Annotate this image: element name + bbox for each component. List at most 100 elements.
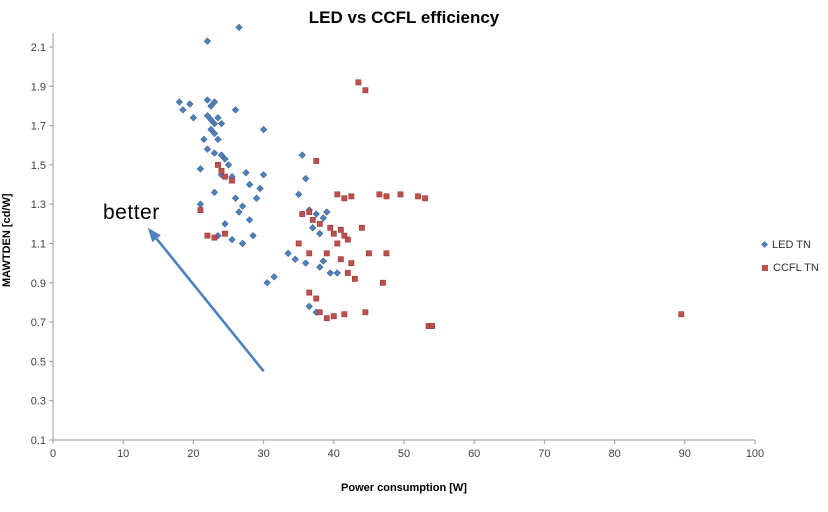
led-tn-point: [295, 190, 303, 198]
ccfl-tn-point: [397, 191, 404, 198]
y-tick-label: 1.9: [31, 81, 46, 93]
ccfl-tn-point: [362, 87, 369, 94]
ccfl-tn-point: [415, 193, 421, 200]
ccfl-tn-point: [334, 191, 341, 198]
led-tn-point: [224, 161, 233, 169]
ccfl-tn-point: [204, 232, 211, 239]
ccfl-tn-point: [327, 224, 334, 231]
y-tick-label: 2.1: [31, 42, 46, 54]
chart-title: LED vs CCFL efficiency: [308, 8, 500, 27]
led-tn-point: [235, 208, 243, 216]
y-tick-label: 0.5: [31, 356, 46, 368]
y-tick-label: 1.3: [31, 199, 46, 211]
ccfl-tn-point: [344, 270, 351, 276]
x-tick-label: 40: [328, 448, 340, 460]
led-tn-point: [284, 249, 292, 257]
better-arrow-head: [147, 227, 161, 243]
led-tn-point: [217, 151, 226, 159]
x-tick-label: 80: [608, 448, 620, 460]
y-tick-label: 1.7: [31, 121, 46, 133]
led-tn-point: [323, 208, 331, 216]
ccfl-tn-point: [218, 167, 225, 174]
led-tn-point: [214, 114, 222, 122]
ccfl-tn-point: [215, 162, 221, 168]
led-tn-point: [210, 120, 219, 128]
y-tick-label: 0.9: [31, 278, 46, 290]
led-tn-point: [203, 112, 212, 120]
y-tick-label: 0.3: [31, 396, 46, 408]
led-tn-point: [179, 106, 187, 114]
better-annotation: better: [103, 201, 160, 224]
led-diamond-icon: [760, 240, 769, 249]
led-tn-point: [238, 202, 247, 210]
x-tick-label: 90: [679, 448, 691, 460]
led-tn-point: [231, 106, 240, 114]
legend-label-led: LED TN: [772, 238, 811, 251]
led-tn-point: [203, 37, 212, 45]
led-tn-point: [235, 23, 243, 31]
led-tn-point: [245, 216, 254, 224]
led-tn-point: [210, 188, 219, 197]
y-tick-label: 1.1: [31, 239, 46, 251]
led-tn-point: [316, 263, 324, 271]
ccfl-tn-point: [358, 224, 365, 231]
led-tn-point: [210, 149, 219, 157]
led-tn-point: [221, 220, 229, 228]
ccfl-tn-point: [341, 195, 348, 202]
y-axis-label: MAWTDEN [cd/W]: [1, 193, 13, 287]
ccfl-tn-point: [295, 240, 302, 247]
x-axis-label: Power consumption [W]: [341, 482, 467, 494]
ccfl-tn-point: [313, 295, 320, 302]
ccfl-tn-point: [330, 230, 337, 237]
x-tick-label: 30: [257, 448, 269, 460]
ccfl-square-icon: [762, 264, 768, 271]
led-tn-point: [249, 232, 257, 240]
led-tn-point: [189, 114, 198, 122]
ccfl-tn-point: [341, 311, 348, 318]
led-tn-point: [270, 273, 278, 281]
x-tick-label: 20: [187, 448, 199, 460]
led-tn-point: [217, 120, 226, 128]
led-tn-point: [319, 257, 327, 265]
legend: LED TN CCFL TN: [760, 238, 819, 284]
led-tn-point: [302, 259, 310, 267]
x-tick-label: 50: [398, 448, 410, 460]
x-tick-label: 60: [468, 448, 480, 460]
ccfl-tn-point: [229, 177, 235, 184]
led-tn-point: [228, 235, 236, 244]
y-tick-label: 0.1: [31, 435, 46, 447]
ccfl-tn-point: [337, 256, 344, 263]
ccfl-tn-point: [323, 315, 330, 322]
led-tn-point: [210, 129, 219, 138]
led-tn-point: [312, 210, 320, 218]
ccfl-tn-point: [429, 323, 435, 329]
x-tick-label: 0: [50, 448, 56, 460]
ccfl-tn-point: [355, 79, 362, 86]
led-tn-point: [214, 135, 222, 143]
ccfl-tn-point: [362, 309, 369, 316]
ccfl-tn-point: [211, 234, 218, 241]
ccfl-tn-point: [348, 193, 355, 200]
ccfl-tn-point: [313, 158, 320, 164]
led-tn-point: [298, 151, 306, 159]
ccfl-tn-point: [197, 207, 204, 213]
led-tn-point: [196, 165, 205, 173]
ccfl-tn-point: [344, 236, 351, 243]
ccfl-tn-point: [678, 311, 685, 318]
ccfl-tn-point: [222, 173, 228, 180]
ccfl-tn-point: [334, 240, 341, 247]
ccfl-tn-point: [309, 217, 316, 223]
led-tn-point: [252, 194, 261, 202]
led-tn-point: [259, 171, 268, 179]
ccfl-tn-point: [383, 193, 390, 200]
y-tick-label: 1.5: [31, 160, 46, 172]
ccfl-tn-point: [365, 250, 372, 257]
led-tn-point: [309, 224, 317, 232]
x-tick-label: 70: [538, 448, 550, 460]
ccfl-tn-point: [316, 309, 323, 316]
led-tn-point: [207, 102, 215, 110]
ccfl-tn-point: [380, 279, 386, 286]
led-tn-point: [186, 100, 194, 108]
ccfl-tn-point: [299, 211, 306, 217]
